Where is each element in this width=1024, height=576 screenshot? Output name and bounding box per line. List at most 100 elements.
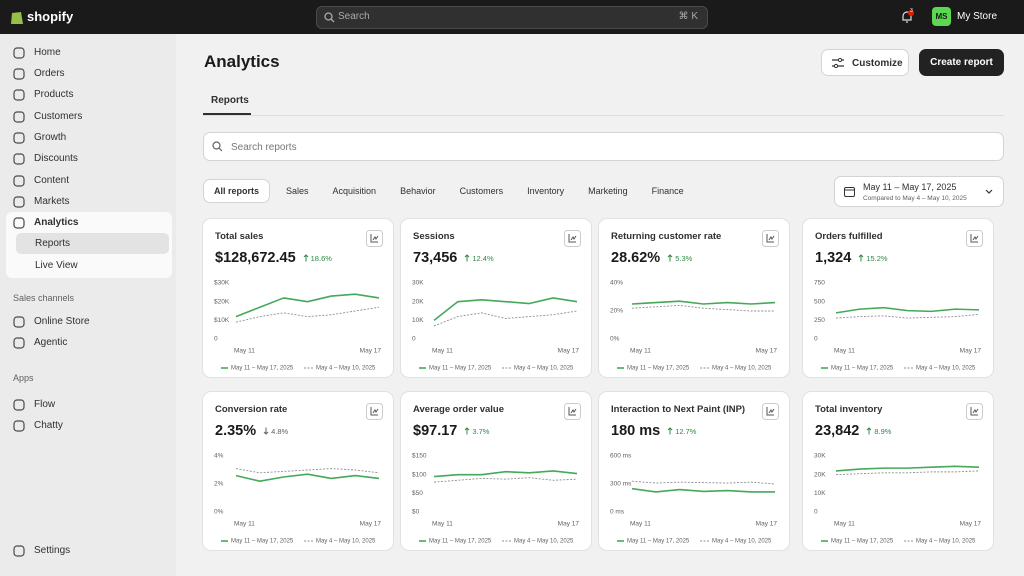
nav-label: Customers: [34, 111, 83, 122]
customize-button[interactable]: Customize: [821, 49, 909, 76]
metric-card[interactable]: Orders fulfilled 1,324 15.2% 0 250 500 750 May …: [802, 218, 994, 378]
change-value: 15.2%: [866, 253, 888, 263]
store-name[interactable]: My Store: [957, 11, 998, 22]
card-title: Sessions: [413, 231, 455, 242]
chart-button[interactable]: [762, 403, 779, 420]
nav-icon-shape: [13, 111, 25, 123]
nav-label: Growth: [34, 132, 67, 143]
search-icon: [324, 12, 335, 23]
nav-label: Markets: [34, 196, 70, 207]
metric-card[interactable]: Total sales $128,672.45 18.6% 0 $10K $20K $30K…: [202, 218, 394, 378]
trend-arrow: [465, 254, 470, 262]
bell-icon[interactable]: [900, 10, 914, 24]
current-line: [835, 465, 980, 472]
trend-arrow: [667, 427, 673, 435]
change: 18.6%: [303, 254, 332, 263]
card-title: Total inventory: [815, 404, 883, 415]
y-tick-label: $30K: [214, 280, 230, 287]
legend-label: May 11 – May 17, 2025: [831, 366, 894, 372]
metric-card[interactable]: Average order value $97.17 3.7% $0 $50 $100 $1…: [400, 391, 592, 551]
calendar-icon: [844, 187, 855, 197]
metric-card[interactable]: Conversion rate 2.35% 4.8% 0% 2% 4% May 11 May …: [202, 391, 394, 551]
value-row: $97.17 3.7%: [413, 423, 489, 439]
x-tick-label: May 11: [234, 521, 255, 528]
value-row: 23,842 8.9%: [815, 423, 891, 439]
legend-label: May 4 – May 10, 2025: [514, 366, 574, 372]
filter-tab[interactable]: All reports: [203, 178, 271, 203]
legend-label: May 4 – May 10, 2025: [916, 366, 976, 372]
filter-tab[interactable]: Acquisition: [332, 185, 377, 196]
chart: 0 10K 20K 30K May 11 May 17 May 11 – May 17, 2…: [412, 280, 579, 372]
chart-button[interactable]: [366, 403, 383, 420]
metric-card[interactable]: Sessions 73,456 12.4% 0 10K 20K 30K May 11 May 1…: [400, 218, 592, 378]
nav-icon: [13, 420, 25, 432]
chart: 0% 20% 40% May 11 May 17 May 11 – May 17, 202…: [610, 280, 777, 372]
x-tick-label: May 11: [630, 348, 651, 355]
nav-icon: [13, 399, 25, 411]
metric-card[interactable]: Returning customer rate 28.62% 5.3% 0% 20% 40…: [598, 218, 790, 378]
previous-line: [235, 306, 380, 323]
create-report-button[interactable]: Create report: [919, 49, 1004, 76]
filter-tab[interactable]: Behavior: [400, 185, 436, 196]
nav-icon-shape: [13, 175, 25, 187]
previous-line: [835, 470, 980, 476]
y-tick-label: 0: [214, 336, 218, 343]
metric-value: $128,672.45: [215, 250, 296, 266]
chart: 0% 2% 4% May 11 May 17 May 11 – May 17, 2025 M…: [214, 453, 382, 545]
current-line: [631, 487, 775, 493]
y-tick-label: $100: [412, 471, 427, 478]
search-placeholder: Search: [338, 11, 370, 22]
global-search[interactable]: Search ⌘ K: [316, 6, 708, 29]
metric-card[interactable]: Interaction to Next Paint (INP) 180 ms 12.…: [598, 391, 790, 551]
y-tick-label: 600 ms: [610, 453, 632, 460]
chart-button[interactable]: [762, 230, 779, 247]
date-picker[interactable]: May 11 – May 17, 2025 Compared to May 4 …: [834, 176, 1004, 207]
x-tick-label: May 11: [432, 348, 453, 355]
filter-tab[interactable]: Customers: [459, 185, 504, 196]
chart-button[interactable]: [966, 403, 983, 420]
arrow-shape: [263, 427, 269, 435]
chart-button[interactable]: [366, 230, 383, 247]
x-tick-label: May 17: [360, 521, 382, 528]
nav-icon-shape: [13, 89, 25, 101]
nav-icon: [13, 111, 25, 123]
filter-bar: All reports Sales Acquisition Behavior Custo…: [203, 178, 692, 203]
filter-tab[interactable]: Marketing: [588, 185, 628, 196]
change: 3.7%: [464, 427, 489, 436]
chart-button[interactable]: [564, 403, 581, 420]
chart: $0 $50 $100 $150 May 11 May 17 May 11 – May 17…: [412, 453, 579, 545]
nav-icon-shape: [13, 420, 25, 432]
arrow-shape: [667, 254, 673, 262]
legend-label: May 11 – May 17, 2025: [831, 539, 894, 545]
legend-label: May 11 – May 17, 2025: [429, 539, 492, 545]
y-tick-label: $10K: [214, 317, 230, 324]
report-search[interactable]: Search reports: [203, 132, 1004, 161]
x-tick-label: May 11: [834, 521, 855, 528]
current-line: [631, 300, 776, 305]
metric-value: 1,324: [815, 250, 852, 266]
filter-tab[interactable]: Sales: [286, 185, 309, 196]
tab[interactable]: Reports: [211, 95, 249, 106]
filter-tab[interactable]: Inventory: [527, 185, 565, 196]
card-title: Interaction to Next Paint (INP): [611, 404, 746, 415]
chart-button[interactable]: [966, 230, 983, 247]
x-tick-label: May 11: [432, 521, 453, 528]
filter-tab[interactable]: Finance: [651, 185, 684, 196]
nav-label: Analytics: [34, 217, 79, 228]
nav-icon-shape: [13, 153, 25, 165]
y-tick-label: 500: [814, 298, 825, 305]
metric-card[interactable]: Total inventory 23,842 8.9% 0 10K 20K 30K May 1…: [802, 391, 994, 551]
nav-label: Orders: [34, 68, 65, 79]
current-line: [235, 473, 380, 483]
value-row: 28.62% 5.3%: [611, 250, 692, 266]
chart-button[interactable]: [564, 230, 581, 247]
y-tick-label: 20K: [412, 298, 424, 305]
change-value: 8.9%: [874, 426, 892, 436]
trend-arrow: [303, 254, 308, 262]
previous-line: [631, 304, 775, 312]
change: 15.2%: [858, 253, 888, 263]
previous-line: [433, 477, 578, 483]
chart-icon: [970, 407, 979, 416]
avatar[interactable]: MS: [932, 7, 951, 26]
nav-icon-shape: [13, 337, 25, 349]
